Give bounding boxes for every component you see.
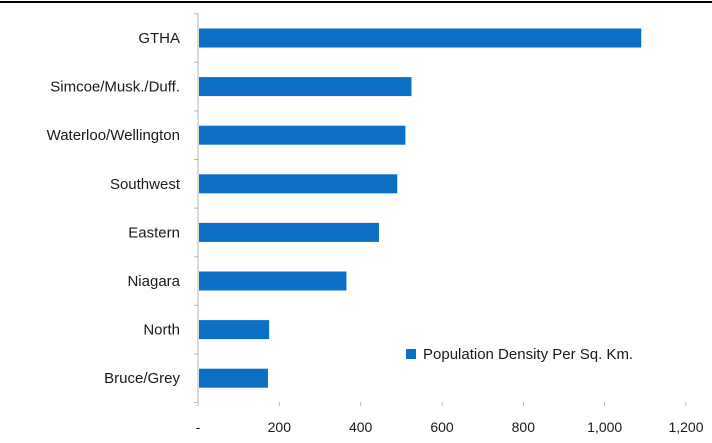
bar-waterloo-wellington bbox=[199, 125, 406, 145]
bar-niagara bbox=[199, 271, 347, 291]
category-label: Bruce/Grey bbox=[104, 370, 180, 387]
x-tick-label: 1,000 bbox=[587, 419, 622, 435]
x-tick-label: 800 bbox=[512, 419, 536, 435]
legend: Population Density Per Sq. Km. bbox=[406, 346, 633, 363]
x-axis-ticks: - 200 400 600 800 1,000 1,200 bbox=[196, 402, 704, 435]
category-label: North bbox=[143, 322, 180, 339]
bar-gtha bbox=[199, 28, 642, 48]
bar-north bbox=[199, 320, 270, 340]
bars-layer bbox=[199, 28, 642, 388]
legend-swatch bbox=[406, 349, 416, 359]
bar-eastern bbox=[199, 222, 379, 242]
x-tick-label: - bbox=[196, 419, 201, 435]
bar-southwest bbox=[199, 174, 398, 194]
category-label: Eastern bbox=[128, 224, 180, 241]
x-tick-label: 1,200 bbox=[668, 419, 703, 435]
bar-simcoe-musk-duff bbox=[199, 77, 412, 97]
category-label: GTHA bbox=[138, 30, 180, 47]
category-label: Simcoe/Musk./Duff. bbox=[50, 79, 180, 96]
category-labels: GTHA Simcoe/Musk./Duff. Waterloo/Wellingto… bbox=[47, 30, 181, 387]
bar-bruce-grey bbox=[199, 368, 268, 388]
axis-layer bbox=[194, 13, 199, 403]
x-tick-label: 200 bbox=[268, 419, 292, 435]
category-label: Southwest bbox=[110, 176, 181, 193]
category-label: Niagara bbox=[127, 273, 180, 290]
category-label: Waterloo/Wellington bbox=[47, 127, 180, 144]
legend-label: Population Density Per Sq. Km. bbox=[423, 346, 633, 363]
x-tick-label: 400 bbox=[349, 419, 373, 435]
x-tick-label: 600 bbox=[430, 419, 454, 435]
